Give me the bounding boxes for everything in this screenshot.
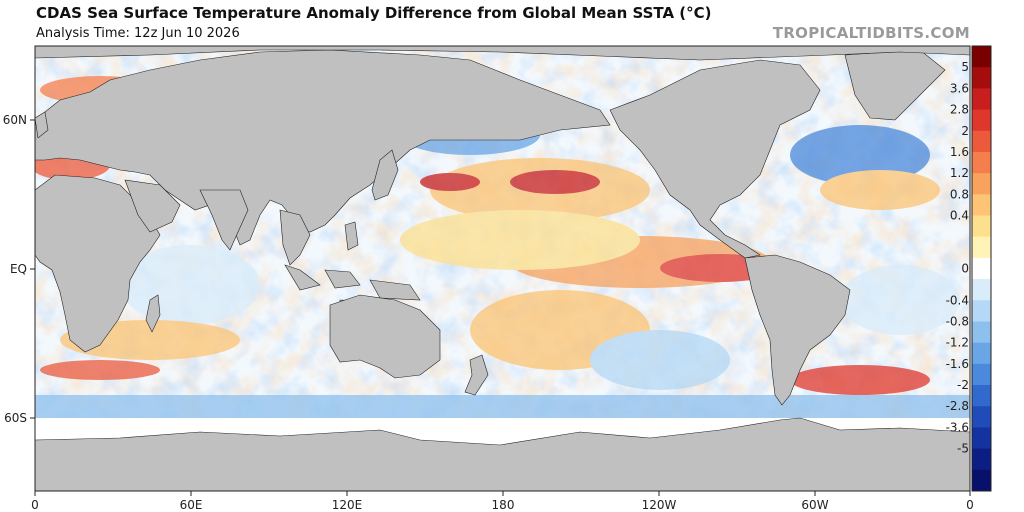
colorbar-label: -0.8 <box>946 314 969 328</box>
colorbar-label: 1.2 <box>950 166 969 180</box>
colorbar-swatch <box>972 46 991 68</box>
watermark-logo: TROPICALTIDBITS.COM <box>772 24 970 42</box>
british-isles-land <box>35 111 49 139</box>
lon-label-0-right: 0 <box>966 498 974 512</box>
colorbar-label: 0.4 <box>950 209 969 223</box>
colorbar-label: -0.4 <box>946 293 969 307</box>
colorbar-swatch <box>972 448 991 471</box>
new-zealand-land <box>464 354 489 396</box>
lat-label-60s: 60S <box>4 411 27 425</box>
eurasia-land <box>35 49 611 246</box>
arabia-land <box>124 179 181 233</box>
colorbar-swatch <box>972 236 991 259</box>
north-america-land <box>609 59 821 259</box>
colorbar-label: -1.6 <box>946 357 969 371</box>
colorbar-swatch <box>972 151 991 174</box>
philippines-land <box>344 221 359 251</box>
colorbar-swatch <box>972 130 991 153</box>
colorbar-label: -1.2 <box>946 336 969 350</box>
latitude-axis: 60N EQ 60S <box>3 113 35 425</box>
colorbar-label: 0.8 <box>950 187 969 201</box>
indochina-land <box>279 209 311 266</box>
longitude-axis: 0 60E 120E 180 120W 60W 0 <box>31 491 974 512</box>
colorbar-label: 3.6 <box>950 81 969 95</box>
colorbar-swatch <box>972 279 991 301</box>
colorbar-label: 2 <box>961 124 969 138</box>
colorbar-swatch <box>972 67 991 89</box>
colorbar: 5 3.6 2.8 2 1.6 1.2 0.8 0.4 0 -0.4 -0.8 -1.2 -1.6 -2 -… <box>946 45 992 492</box>
lon-label-180: 180 <box>492 498 515 512</box>
lon-label-60e: 60E <box>180 498 203 512</box>
land-masses <box>35 46 970 491</box>
africa-land <box>35 174 161 353</box>
colorbar-swatch <box>972 427 991 450</box>
south-america-land <box>744 254 851 406</box>
lon-label-0: 0 <box>31 498 39 512</box>
colorbar-frame <box>971 45 992 492</box>
madagascar-land <box>145 294 161 333</box>
colorbar-swatch <box>972 469 991 492</box>
colorbar-swatch <box>972 406 991 428</box>
map-area <box>35 46 970 491</box>
colorbar-swatch <box>972 300 991 322</box>
colorbar-swatch <box>972 257 991 280</box>
analysis-time: Analysis Time: 12z Jun 10 2026 <box>36 26 240 41</box>
colorbar-swatch <box>972 88 991 111</box>
japan-land <box>371 149 399 201</box>
colorbar-swatch <box>972 342 991 365</box>
colorbar-swatch <box>972 109 991 132</box>
colorbar-label: -2 <box>957 378 969 392</box>
colorbar-label: -2.8 <box>946 399 969 413</box>
colorbar-label: -3.6 <box>946 420 969 434</box>
india-land <box>199 189 249 251</box>
australia-land <box>329 294 441 379</box>
map-title: CDAS Sea Surface Temperature Anomaly Dif… <box>36 4 712 22</box>
arctic-islands-land <box>35 46 970 61</box>
lat-label-60n: 60N <box>3 113 27 127</box>
colorbar-swatch <box>972 321 991 344</box>
indonesia-land <box>284 264 421 309</box>
colorbar-label: 2.8 <box>950 103 969 117</box>
colorbar-label: 5 <box>961 60 969 74</box>
lon-label-120e: 120E <box>332 498 363 512</box>
colorbar-label: 1.6 <box>950 145 969 159</box>
colorbar-swatch <box>972 363 991 386</box>
colorbar-swatch <box>972 385 991 407</box>
antarctica-land <box>35 417 970 491</box>
colorbar-swatch <box>972 194 991 217</box>
lon-label-120w: 120W <box>642 498 677 512</box>
lon-label-60w: 60W <box>801 498 828 512</box>
lat-label-eq: EQ <box>10 262 27 276</box>
colorbar-swatch <box>972 173 991 195</box>
colorbar-swatch <box>972 215 991 238</box>
colorbar-label: -5 <box>957 442 969 456</box>
colorbar-label: 0 <box>961 262 969 276</box>
